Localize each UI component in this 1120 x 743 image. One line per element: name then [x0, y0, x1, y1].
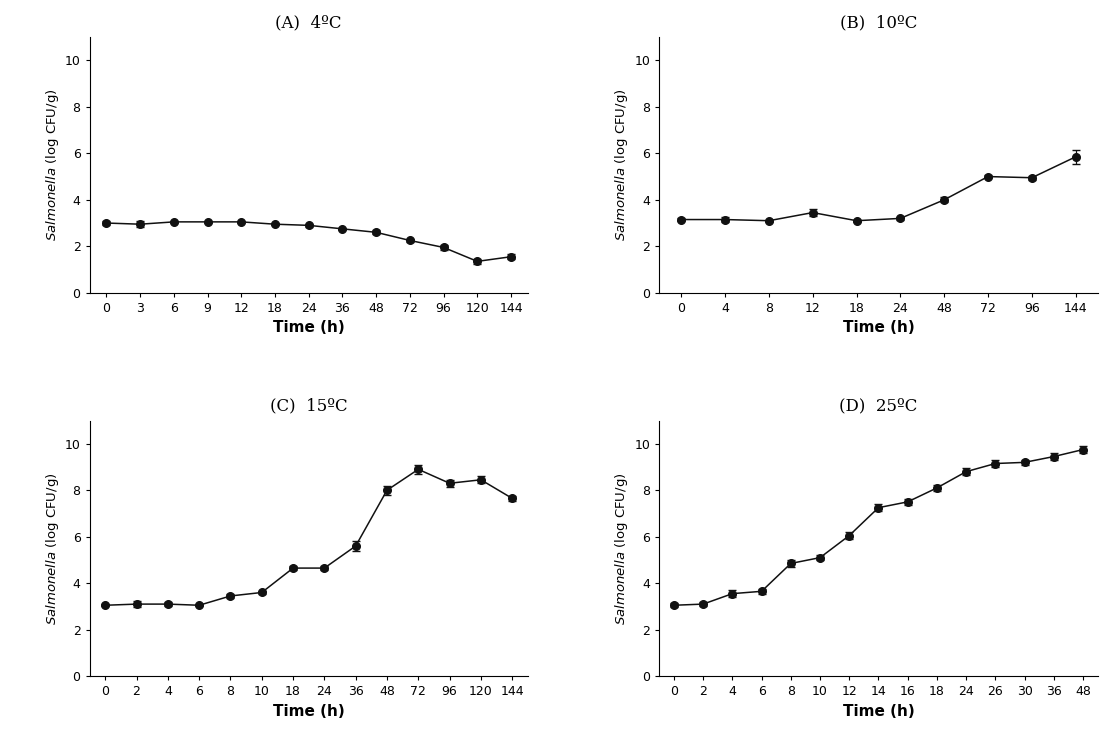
Title: (B)  10ºC: (B) 10ºC: [840, 14, 917, 31]
Y-axis label: $\it{Salmonella}$ (log CFU/g): $\it{Salmonella}$ (log CFU/g): [614, 88, 631, 241]
Y-axis label: $\it{Salmonella}$ (log CFU/g): $\it{Salmonella}$ (log CFU/g): [44, 472, 60, 625]
Y-axis label: $\it{Salmonella}$ (log CFU/g): $\it{Salmonella}$ (log CFU/g): [614, 472, 631, 625]
Title: (C)  15ºC: (C) 15ºC: [270, 398, 347, 415]
Title: (A)  4ºC: (A) 4ºC: [276, 14, 342, 31]
X-axis label: Time (h): Time (h): [273, 704, 345, 718]
Title: (D)  25ºC: (D) 25ºC: [839, 398, 917, 415]
X-axis label: Time (h): Time (h): [273, 320, 345, 335]
X-axis label: Time (h): Time (h): [842, 704, 914, 718]
X-axis label: Time (h): Time (h): [842, 320, 914, 335]
Y-axis label: $\it{Salmonella}$ (log CFU/g): $\it{Salmonella}$ (log CFU/g): [44, 88, 60, 241]
